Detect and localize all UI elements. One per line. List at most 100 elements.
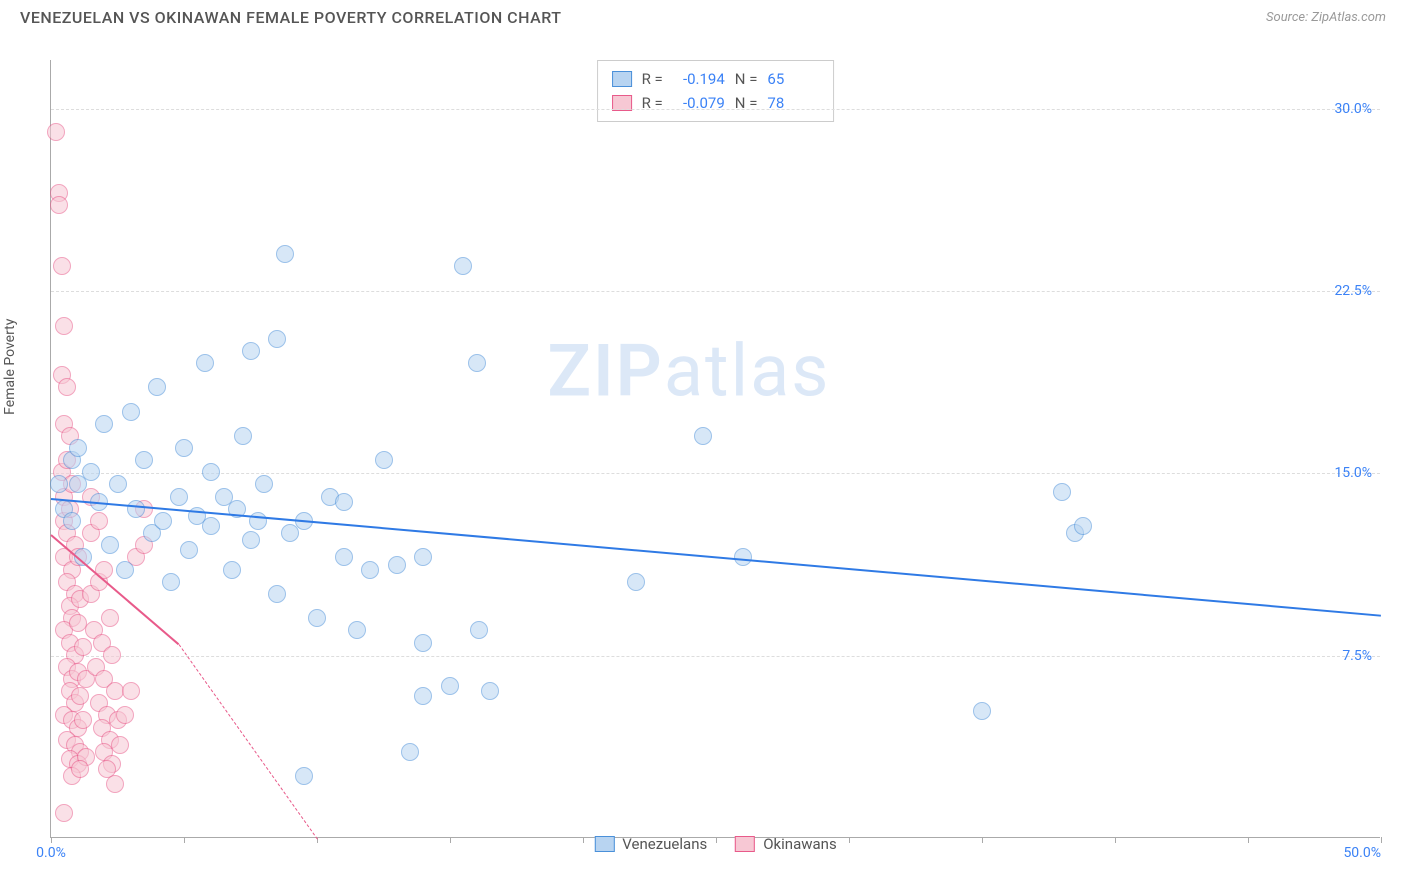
y-tick-label: 7.5% — [1342, 648, 1372, 664]
data-point — [441, 677, 459, 695]
data-point — [109, 475, 127, 493]
chart-header: VENEZUELAN VS OKINAWAN FEMALE POVERTY CO… — [0, 0, 1406, 27]
data-point — [175, 439, 193, 457]
data-point — [361, 561, 379, 579]
data-point — [106, 775, 124, 793]
x-tick — [716, 837, 717, 843]
data-point — [53, 257, 71, 275]
watermark: ZIPatlas — [547, 328, 830, 413]
n-label: N = — [735, 91, 758, 115]
data-point — [276, 245, 294, 263]
data-point — [162, 573, 180, 591]
data-point — [55, 804, 73, 822]
data-point — [295, 767, 313, 785]
data-point — [242, 531, 260, 549]
data-point — [454, 257, 472, 275]
n-label: N = — [735, 67, 758, 91]
data-point — [414, 548, 432, 566]
data-point — [55, 317, 73, 335]
x-tick — [849, 837, 850, 843]
x-tick — [1381, 837, 1382, 843]
r-label: R = — [642, 91, 663, 115]
data-point — [154, 512, 172, 530]
x-tick-label: 50.0% — [1343, 845, 1381, 861]
data-point — [148, 378, 166, 396]
data-point — [694, 427, 712, 445]
source-label: Source: ZipAtlas.com — [1266, 10, 1386, 25]
data-point — [375, 451, 393, 469]
data-point — [973, 702, 991, 720]
legend-label: Venezuelans — [622, 835, 707, 853]
data-point — [242, 342, 260, 360]
x-tick — [184, 837, 185, 843]
data-point — [111, 736, 129, 754]
gridline — [51, 109, 1380, 110]
x-tick — [1115, 837, 1116, 843]
x-tick — [1248, 837, 1249, 843]
y-tick-label: 15.0% — [1334, 465, 1372, 481]
data-point — [401, 743, 419, 761]
data-point — [335, 548, 353, 566]
data-point — [95, 415, 113, 433]
data-point — [234, 427, 252, 445]
x-tick — [450, 837, 451, 843]
gridline — [51, 473, 1380, 474]
data-point — [50, 475, 68, 493]
x-tick — [583, 837, 584, 843]
plot-area: ZIPatlas R =-0.194N =65R =-0.079N =78 Ve… — [50, 60, 1380, 838]
data-point — [127, 500, 145, 518]
data-point — [180, 541, 198, 559]
legend-item: Okinawans — [735, 835, 836, 853]
data-point — [116, 561, 134, 579]
chart-container: Female Poverty ZIPatlas R =-0.194N =65R … — [20, 40, 1386, 870]
data-point — [335, 493, 353, 511]
y-tick-label: 30.0% — [1334, 101, 1372, 117]
data-point — [223, 561, 241, 579]
trend-line — [51, 498, 1381, 617]
stats-legend: R =-0.194N =65R =-0.079N =78 — [597, 60, 835, 122]
gridline — [51, 656, 1380, 657]
data-point — [196, 354, 214, 372]
data-point — [74, 711, 92, 729]
legend-swatch — [735, 836, 755, 852]
data-point — [71, 687, 89, 705]
n-value: 65 — [767, 67, 819, 91]
data-point — [101, 536, 119, 554]
data-point — [50, 196, 68, 214]
data-point — [268, 330, 286, 348]
n-value: 78 — [767, 91, 819, 115]
data-point — [71, 760, 89, 778]
data-point — [47, 123, 65, 141]
trend-line-dashed — [178, 644, 317, 839]
chart-title: VENEZUELAN VS OKINAWAN FEMALE POVERTY CO… — [20, 8, 562, 27]
data-point — [58, 378, 76, 396]
legend-swatch — [594, 836, 614, 852]
data-point — [388, 556, 406, 574]
data-point — [69, 439, 87, 457]
stats-row: R =-0.194N =65 — [612, 67, 820, 91]
data-point — [1053, 483, 1071, 501]
data-point — [414, 687, 432, 705]
data-point — [202, 463, 220, 481]
data-point — [63, 512, 81, 530]
legend-swatch — [612, 71, 632, 87]
data-point — [103, 646, 121, 664]
data-point — [116, 706, 134, 724]
data-point — [308, 609, 326, 627]
x-tick — [51, 837, 52, 843]
data-point — [348, 621, 366, 639]
r-value: -0.079 — [673, 91, 725, 115]
data-point — [470, 621, 488, 639]
data-point — [90, 512, 108, 530]
data-point — [481, 682, 499, 700]
x-tick — [982, 837, 983, 843]
data-point — [468, 354, 486, 372]
legend-item: Venezuelans — [594, 835, 707, 853]
watermark-atlas: atlas — [664, 328, 831, 413]
data-point — [255, 475, 273, 493]
r-value: -0.194 — [673, 67, 725, 91]
data-point — [170, 488, 188, 506]
data-point — [135, 451, 153, 469]
data-point — [249, 512, 267, 530]
data-point — [414, 634, 432, 652]
